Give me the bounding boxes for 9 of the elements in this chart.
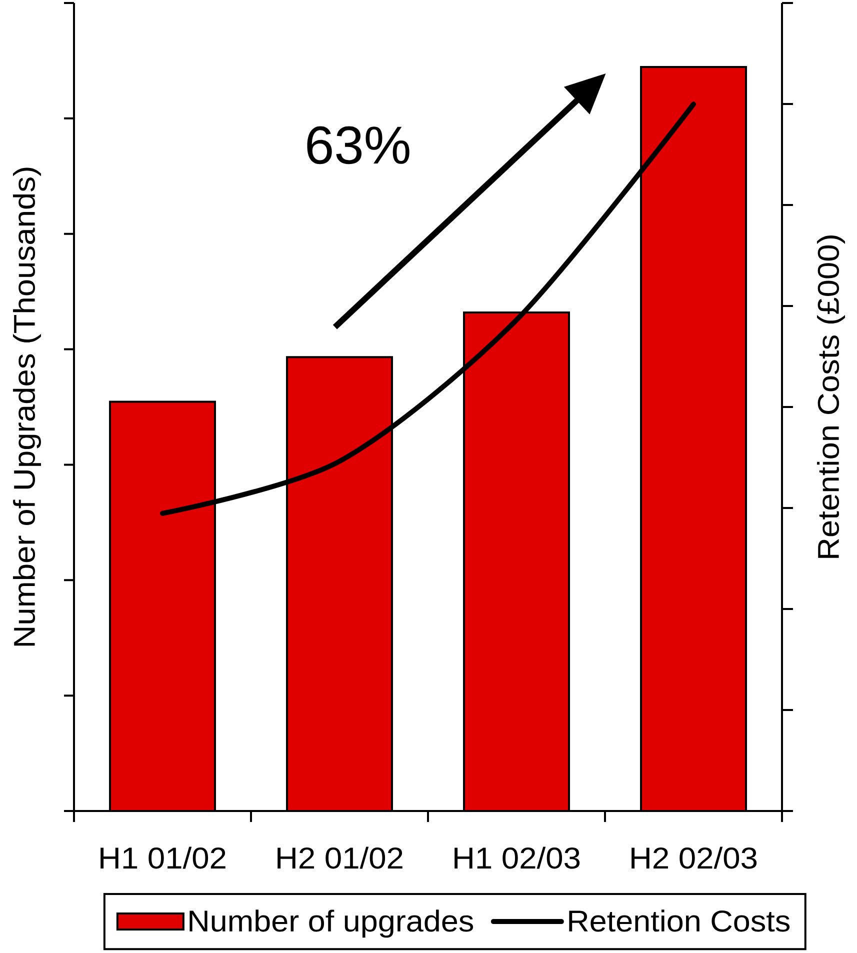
annotation: 63% xyxy=(307,126,410,164)
y-axis-title: Number of Upgrades (Thousands) xyxy=(13,168,41,646)
x-tick-label: H1 02/03 xyxy=(454,846,580,869)
legend-label: Number of upgrades xyxy=(190,910,474,938)
x-tick-label: H2 01/02 xyxy=(278,846,402,869)
x-tick-label: H2 02/03 xyxy=(632,846,757,869)
x-tick-label: H1 01/02 xyxy=(100,846,226,869)
y2-axis-title: Retention Costs (£000) xyxy=(817,236,845,558)
legend-label: Retention Costs xyxy=(569,910,790,932)
